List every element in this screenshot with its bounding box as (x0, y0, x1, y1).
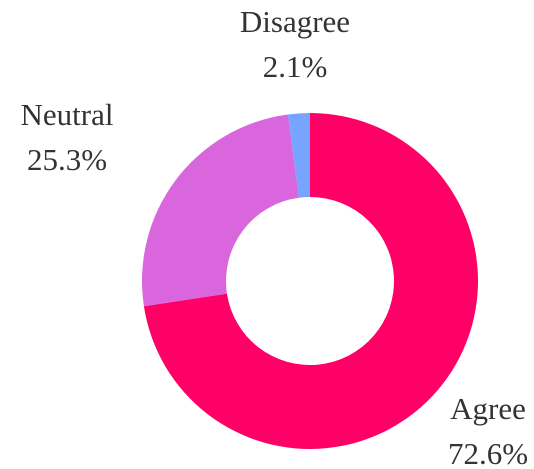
slice-value-label: 2.1% (263, 49, 328, 84)
donut-slice (143, 113, 479, 450)
slice-label: Agree (450, 391, 526, 426)
slice-label: Neutral (21, 97, 114, 132)
donut-slice (142, 114, 299, 307)
slice-value-label: 72.6% (448, 436, 528, 469)
slice-value-label: 25.3% (27, 142, 107, 177)
donut-slice (287, 113, 310, 198)
slice-label: Disagree (240, 4, 350, 39)
